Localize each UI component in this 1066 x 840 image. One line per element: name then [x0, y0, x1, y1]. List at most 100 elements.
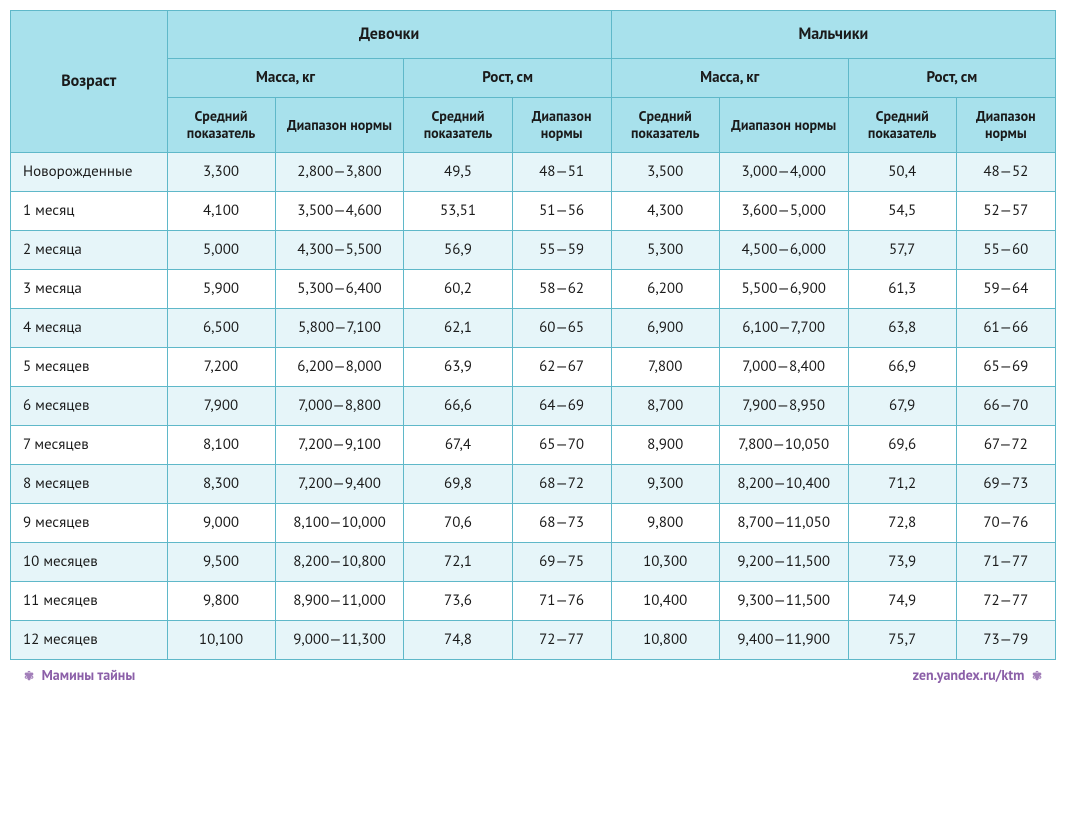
- value-cell-b_m_range: 3,600—5,000: [719, 191, 848, 230]
- age-cell: 12 месяцев: [11, 620, 168, 659]
- value-cell-g_h_avg: 67,4: [404, 425, 512, 464]
- header-girls-mass: Масса, кг: [167, 59, 404, 98]
- table-row: 9 месяцев9,0008,100—10,00070,668—739,800…: [11, 503, 1056, 542]
- age-cell: 5 месяцев: [11, 347, 168, 386]
- value-cell-g_h_avg: 74,8: [404, 620, 512, 659]
- value-cell-g_m_range: 3,500—4,600: [275, 191, 404, 230]
- value-cell-b_m_avg: 8,700: [611, 386, 719, 425]
- value-cell-g_h_avg: 63,9: [404, 347, 512, 386]
- value-cell-b_m_range: 5,500—6,900: [719, 269, 848, 308]
- value-cell-b_h_avg: 57,7: [848, 230, 956, 269]
- value-cell-g_h_range: 65—70: [512, 425, 611, 464]
- value-cell-b_m_avg: 5,300: [611, 230, 719, 269]
- value-cell-g_m_range: 5,300—6,400: [275, 269, 404, 308]
- value-cell-g_h_range: 69—75: [512, 542, 611, 581]
- table-row: Новорожденные3,3002,800—3,80049,548—513,…: [11, 152, 1056, 191]
- value-cell-g_h_range: 55—59: [512, 230, 611, 269]
- table-header: Возраст Девочки Мальчики Масса, кг Рост,…: [11, 11, 1056, 153]
- value-cell-g_h_range: 60—65: [512, 308, 611, 347]
- value-cell-b_m_avg: 9,800: [611, 503, 719, 542]
- value-cell-g_m_avg: 9,000: [167, 503, 275, 542]
- age-cell: Новорожденные: [11, 152, 168, 191]
- value-cell-b_m_avg: 7,800: [611, 347, 719, 386]
- header-girls-height: Рост, см: [404, 59, 611, 98]
- age-cell: 3 месяца: [11, 269, 168, 308]
- value-cell-g_m_avg: 8,300: [167, 464, 275, 503]
- value-cell-g_m_range: 2,800—3,800: [275, 152, 404, 191]
- value-cell-b_m_avg: 3,500: [611, 152, 719, 191]
- value-cell-g_h_avg: 49,5: [404, 152, 512, 191]
- value-cell-g_m_avg: 7,900: [167, 386, 275, 425]
- header-boys-height-avg: Средний показатель: [848, 98, 956, 153]
- value-cell-b_h_avg: 67,9: [848, 386, 956, 425]
- value-cell-b_m_range: 7,800—10,050: [719, 425, 848, 464]
- header-boys: Мальчики: [611, 11, 1055, 59]
- value-cell-b_h_range: 55—60: [956, 230, 1055, 269]
- value-cell-b_h_range: 59—64: [956, 269, 1055, 308]
- growth-table: Возраст Девочки Мальчики Масса, кг Рост,…: [10, 10, 1056, 660]
- table-row: 2 месяца5,0004,300—5,50056,955—595,3004,…: [11, 230, 1056, 269]
- table-row: 4 месяца6,5005,800—7,10062,160—656,9006,…: [11, 308, 1056, 347]
- value-cell-b_m_range: 7,900—8,950: [719, 386, 848, 425]
- value-cell-g_h_avg: 69,8: [404, 464, 512, 503]
- value-cell-b_m_range: 6,100—7,700: [719, 308, 848, 347]
- header-boys-height: Рост, см: [848, 59, 1055, 98]
- value-cell-g_h_avg: 62,1: [404, 308, 512, 347]
- value-cell-b_m_avg: 6,900: [611, 308, 719, 347]
- table-body: Новорожденные3,3002,800—3,80049,548—513,…: [11, 152, 1056, 659]
- value-cell-b_h_avg: 66,9: [848, 347, 956, 386]
- value-cell-b_h_avg: 63,8: [848, 308, 956, 347]
- value-cell-g_h_range: 68—73: [512, 503, 611, 542]
- table-row: 6 месяцев7,9007,000—8,80066,664—698,7007…: [11, 386, 1056, 425]
- value-cell-b_m_avg: 6,200: [611, 269, 719, 308]
- value-cell-b_h_range: 70—76: [956, 503, 1055, 542]
- header-boys-mass-range: Диапазон нормы: [719, 98, 848, 153]
- value-cell-g_h_range: 68—72: [512, 464, 611, 503]
- footer-left-text: Мамины тайны: [42, 666, 136, 684]
- value-cell-g_m_range: 5,800—7,100: [275, 308, 404, 347]
- value-cell-g_m_range: 4,300—5,500: [275, 230, 404, 269]
- footer-deco-icon: ✾: [1032, 669, 1042, 684]
- footer: ✾ Мамины тайны zen.yandex.ru/ktm ✾: [10, 660, 1056, 684]
- value-cell-b_m_avg: 8,900: [611, 425, 719, 464]
- table-row: 12 месяцев10,1009,000—11,30074,872—7710,…: [11, 620, 1056, 659]
- value-cell-b_h_avg: 69,6: [848, 425, 956, 464]
- value-cell-g_m_range: 8,100—10,000: [275, 503, 404, 542]
- value-cell-b_h_range: 71—77: [956, 542, 1055, 581]
- age-cell: 2 месяца: [11, 230, 168, 269]
- value-cell-b_h_avg: 61,3: [848, 269, 956, 308]
- value-cell-g_h_range: 48—51: [512, 152, 611, 191]
- value-cell-g_m_avg: 4,100: [167, 191, 275, 230]
- header-girls: Девочки: [167, 11, 611, 59]
- value-cell-g_m_avg: 5,900: [167, 269, 275, 308]
- value-cell-b_m_avg: 4,300: [611, 191, 719, 230]
- header-girls-height-avg: Средний показатель: [404, 98, 512, 153]
- value-cell-b_h_range: 67—72: [956, 425, 1055, 464]
- table-row: 7 месяцев8,1007,200—9,10067,465—708,9007…: [11, 425, 1056, 464]
- value-cell-g_m_avg: 10,100: [167, 620, 275, 659]
- age-cell: 1 месяц: [11, 191, 168, 230]
- value-cell-b_h_avg: 74,9: [848, 581, 956, 620]
- value-cell-g_m_range: 7,000—8,800: [275, 386, 404, 425]
- value-cell-b_m_range: 8,200—10,400: [719, 464, 848, 503]
- value-cell-g_m_avg: 6,500: [167, 308, 275, 347]
- value-cell-g_m_avg: 9,500: [167, 542, 275, 581]
- value-cell-g_m_avg: 7,200: [167, 347, 275, 386]
- header-girls-mass-avg: Средний показатель: [167, 98, 275, 153]
- value-cell-b_m_range: 9,400—11,900: [719, 620, 848, 659]
- age-cell: 6 месяцев: [11, 386, 168, 425]
- value-cell-b_m_avg: 10,800: [611, 620, 719, 659]
- value-cell-g_m_range: 8,900—11,000: [275, 581, 404, 620]
- value-cell-b_h_avg: 73,9: [848, 542, 956, 581]
- table-row: 5 месяцев7,2006,200—8,00063,962—677,8007…: [11, 347, 1056, 386]
- value-cell-b_h_avg: 71,2: [848, 464, 956, 503]
- footer-right: zen.yandex.ru/ktm ✾: [913, 666, 1046, 684]
- value-cell-b_h_range: 48—52: [956, 152, 1055, 191]
- footer-deco-icon: ✾: [24, 669, 34, 684]
- table-row: 1 месяц4,1003,500—4,60053,5151—564,3003,…: [11, 191, 1056, 230]
- value-cell-b_m_range: 7,000—8,400: [719, 347, 848, 386]
- value-cell-b_m_avg: 10,300: [611, 542, 719, 581]
- header-boys-mass: Масса, кг: [611, 59, 848, 98]
- value-cell-b_m_range: 8,700—11,050: [719, 503, 848, 542]
- value-cell-g_h_range: 71—76: [512, 581, 611, 620]
